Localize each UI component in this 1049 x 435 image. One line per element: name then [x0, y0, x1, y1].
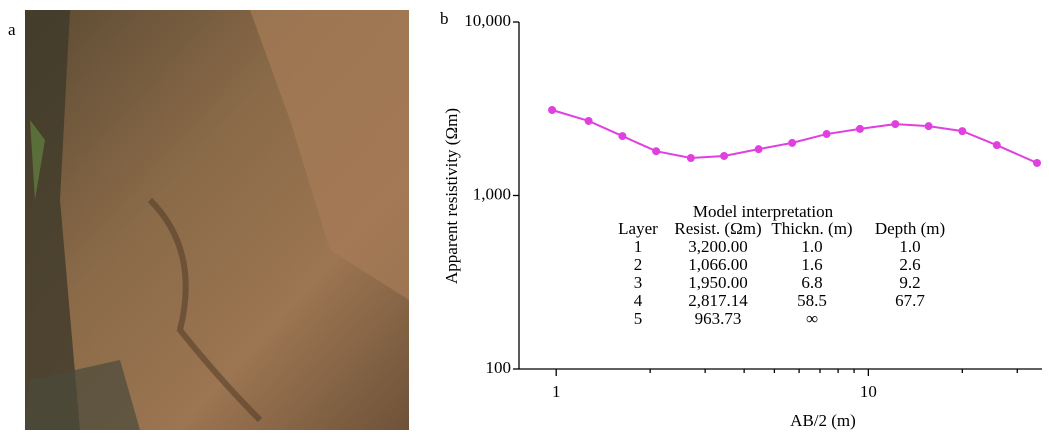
data-point [687, 154, 695, 162]
y-tick-label: 1,000 [473, 184, 511, 203]
data-point [856, 125, 864, 133]
table-cell: 9.2 [899, 273, 920, 292]
panel-label: a [8, 20, 16, 39]
data-point [891, 120, 899, 128]
table-cell: 5 [634, 309, 643, 328]
table-cell: 58.5 [797, 291, 827, 310]
data-point [925, 122, 933, 130]
data-point [720, 152, 728, 160]
data-point [993, 141, 1001, 149]
table-cell: 6.8 [801, 273, 822, 292]
data-point [548, 106, 556, 114]
data-point [652, 147, 660, 155]
table-cell: 2,817.14 [688, 291, 748, 310]
table-cell: 2 [634, 255, 643, 274]
table-cell: 1.0 [899, 237, 920, 256]
table-cell: 963.73 [695, 309, 742, 328]
panel-label: b [440, 9, 449, 28]
table-cell: 3 [634, 273, 643, 292]
table-cell: 1,950.00 [688, 273, 748, 292]
photo [25, 10, 409, 430]
page: {"photo_label": "a", "chart_data": { "ty… [0, 0, 1049, 430]
data-point [958, 127, 966, 135]
y-tick-label: 10,000 [464, 11, 511, 30]
data-point [618, 132, 626, 140]
table-cell: 4 [634, 291, 643, 310]
table-cell: 1.6 [801, 255, 822, 274]
table-header: Layer [618, 219, 658, 238]
table-cell: 3,200.00 [688, 237, 748, 256]
table-cell: 1,066.00 [688, 255, 748, 274]
y-axis-label: Apparent resistivity (Ωm) [442, 108, 461, 284]
data-point [585, 117, 593, 125]
data-point [755, 145, 763, 153]
table-cell: 1.0 [801, 237, 822, 256]
table-cell: 1 [634, 237, 643, 256]
x-tick-label: 10 [860, 382, 877, 401]
table-header: Depth (m) [875, 219, 945, 238]
table-header: Resist. (Ωm) [674, 219, 761, 238]
table-cell: ∞ [806, 309, 818, 328]
figure: a b AB/2 (m) Apparent resistivity (Ωm) 1… [0, 0, 1049, 430]
x-tick-label: 1 [552, 382, 561, 401]
y-tick-label: 100 [486, 358, 512, 377]
data-point [1033, 159, 1041, 167]
table-header: Thickn. (m) [771, 219, 852, 238]
table-cell: 2.6 [899, 255, 920, 274]
x-axis-label: AB/2 (m) [790, 411, 856, 430]
data-point [788, 139, 796, 147]
data-point [823, 130, 831, 138]
table-cell: 67.7 [895, 291, 925, 310]
